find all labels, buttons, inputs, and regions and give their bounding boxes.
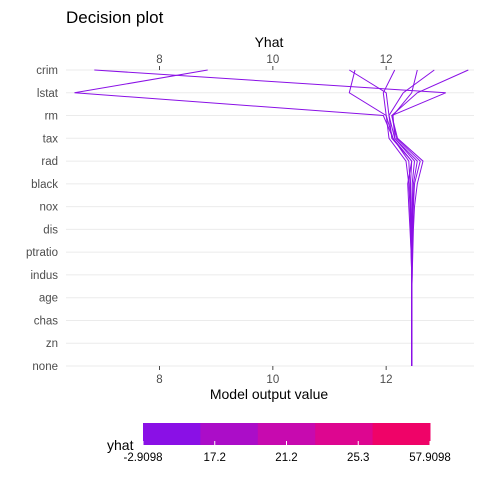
legend-label: -2.9098 bbox=[123, 452, 162, 464]
y-tick-zn: zn bbox=[46, 338, 58, 350]
x-axis-title: Model output value bbox=[210, 386, 329, 402]
x-tick-label-12: 12 bbox=[380, 374, 393, 386]
legend-color-swatch bbox=[257, 423, 316, 445]
decision-line-8 bbox=[94, 69, 446, 366]
x-axis-ticks: 8 8 10 10 12 12 bbox=[156, 54, 392, 386]
y-tick-dis: dis bbox=[43, 224, 58, 236]
decision-lines bbox=[74, 69, 469, 366]
legend-title: yhat bbox=[107, 437, 134, 453]
y-tick-crim: crim bbox=[36, 65, 58, 77]
chart-title: Decision plot bbox=[66, 8, 164, 27]
x-tick-label-top-10: 10 bbox=[266, 54, 279, 66]
decision-line-6 bbox=[382, 69, 413, 366]
y-axis-ticks: none zn chas age indus ptratio dis nox black rad t… bbox=[26, 65, 59, 373]
legend-color-swatch bbox=[200, 423, 259, 445]
decision-line-7 bbox=[74, 69, 413, 366]
x-tick-label-top-12: 12 bbox=[380, 54, 393, 66]
y-tick-nox: nox bbox=[39, 202, 58, 214]
legend-color-swatch bbox=[372, 423, 431, 445]
legend-label: 25.3 bbox=[347, 452, 369, 464]
decision-line-3 bbox=[391, 69, 469, 366]
legend-color-swatch bbox=[143, 423, 201, 445]
y-tick-tax: tax bbox=[43, 133, 59, 145]
y-tick-ptratio: ptratio bbox=[26, 247, 58, 259]
x-tick-label-10: 10 bbox=[266, 374, 279, 386]
y-tick-rad: rad bbox=[41, 156, 58, 168]
x-tick-label-top-8: 8 bbox=[156, 54, 162, 66]
gridlines bbox=[66, 69, 474, 367]
y-tick-rm: rm bbox=[45, 111, 58, 123]
x-axis-title-top: Yhat bbox=[255, 34, 284, 50]
decision-line-2 bbox=[349, 69, 418, 366]
y-tick-lstat: lstat bbox=[37, 88, 59, 100]
x-tick-label-8: 8 bbox=[156, 374, 162, 386]
legend-label: 17.2 bbox=[204, 452, 226, 464]
y-tick-indus: indus bbox=[31, 270, 59, 282]
y-tick-chas: chas bbox=[34, 315, 59, 327]
legend-label: 57.9098 bbox=[409, 452, 451, 464]
decision-line-1 bbox=[348, 69, 413, 366]
y-tick-age: age bbox=[39, 293, 58, 305]
legend-color-swatch bbox=[315, 423, 374, 445]
y-tick-black: black bbox=[31, 179, 58, 191]
color-legend: yhat -2.9098 17.2 21.2 25.3 57.9098 bbox=[107, 423, 451, 464]
legend-label: 21.2 bbox=[275, 452, 297, 464]
y-tick-none: none bbox=[32, 361, 58, 373]
